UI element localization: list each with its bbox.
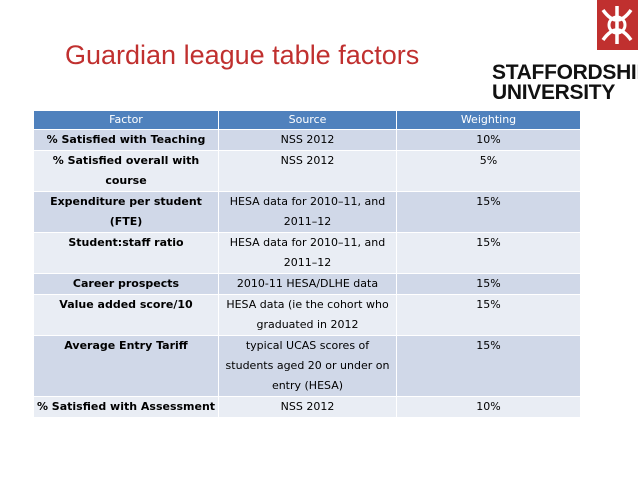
cell-text: Expenditure per student bbox=[50, 195, 202, 208]
cell-text: NSS 2012 bbox=[280, 133, 335, 146]
table-row: Student:staff ratio HESA data for 2010–11… bbox=[33, 232, 581, 274]
table-row: Value added score/10 HESA data (ie the co… bbox=[33, 294, 581, 336]
table-cell: 15% bbox=[396, 335, 581, 397]
table-cell: NSS 2012 bbox=[218, 396, 397, 418]
table-cell: NSS 2012 bbox=[218, 129, 397, 151]
table-cell: Career prospects bbox=[33, 273, 219, 295]
table-cell: 2010-11 HESA/DLHE data bbox=[218, 273, 397, 295]
cell-text: 15% bbox=[476, 298, 501, 311]
cell-text: % Satisfied overall with bbox=[52, 154, 200, 167]
cell-text: NSS 2012 bbox=[280, 400, 335, 413]
cell-text: 15% bbox=[476, 236, 501, 249]
table-cell: % Satisfied with Teaching bbox=[33, 129, 219, 151]
cell-text: Student:staff ratio bbox=[68, 236, 184, 249]
cell-text: course bbox=[105, 174, 147, 187]
logo-emblem bbox=[597, 0, 638, 50]
cell-text: Value added score/10 bbox=[59, 298, 193, 311]
table-cell: Student:staff ratio bbox=[33, 232, 219, 274]
emblem-knot bbox=[601, 6, 633, 44]
table-cell: 15% bbox=[396, 191, 581, 233]
emblem-ring bbox=[607, 15, 627, 35]
cell-text: graduated in 2012 bbox=[256, 318, 359, 331]
table-cell: Value added score/10 bbox=[33, 294, 219, 336]
cell-text: 10% bbox=[476, 133, 501, 146]
cell-text: 10% bbox=[476, 400, 501, 413]
table-row: % Satisfied overall with course NSS 2012 5% bbox=[33, 150, 581, 192]
cell-text: HESA data (ie the cohort who bbox=[226, 298, 389, 311]
cell-text: Average Entry Tariff bbox=[64, 339, 188, 352]
table-row: Average Entry Tariff typical UCAS scores … bbox=[33, 335, 581, 397]
table-cell: 10% bbox=[396, 396, 581, 418]
table-row: % Satisfied with Teaching NSS 2012 10% bbox=[33, 129, 581, 151]
table-body: % Satisfied with Teaching NSS 2012 10%% Sa… bbox=[33, 129, 581, 418]
cell-text: 2011–12 bbox=[283, 215, 332, 228]
cell-text: 5% bbox=[479, 154, 498, 167]
column-header: Weighting bbox=[396, 110, 581, 130]
cell-text: typical UCAS scores of bbox=[245, 339, 370, 352]
table-cell: % Satisfied with Assessment bbox=[33, 396, 219, 418]
cell-text: % Satisfied with Teaching bbox=[46, 133, 206, 146]
factors-table: Factor Source Weighting % Satisfied with T… bbox=[33, 110, 581, 418]
table-cell: 10% bbox=[396, 129, 581, 151]
cell-text: Career prospects bbox=[72, 277, 180, 290]
table-cell: Average Entry Tariff bbox=[33, 335, 219, 397]
header-row: Factor Source Weighting bbox=[33, 110, 581, 130]
table-row: Expenditure per student (FTE) HESA data fo… bbox=[33, 191, 581, 233]
cell-text: HESA data for 2010–11, and bbox=[229, 236, 386, 249]
table-row: Career prospects 2010-11 HESA/DLHE data 15… bbox=[33, 273, 581, 295]
cell-text: NSS 2012 bbox=[280, 154, 335, 167]
table-row: % Satisfied with Assessment NSS 2012 10% bbox=[33, 396, 581, 418]
column-header: Source bbox=[218, 110, 397, 130]
cell-text: 2010-11 HESA/DLHE data bbox=[236, 277, 379, 290]
cell-text: HESA data for 2010–11, and bbox=[229, 195, 386, 208]
table-cell: 15% bbox=[396, 273, 581, 295]
table-cell: NSS 2012 bbox=[218, 150, 397, 192]
cell-text: (FTE) bbox=[109, 215, 143, 228]
table-cell: 5% bbox=[396, 150, 581, 192]
cell-text: 15% bbox=[476, 339, 501, 352]
table-cell: typical UCAS scores of students aged 20 o… bbox=[218, 335, 397, 397]
logo-text: UNIVERSITY bbox=[492, 81, 616, 104]
cell-text: entry (HESA) bbox=[271, 379, 344, 392]
slide-title: Guardian league table factors bbox=[65, 40, 420, 70]
cell-text: 2011–12 bbox=[283, 256, 332, 269]
cell-text: 15% bbox=[476, 195, 501, 208]
column-header: Factor bbox=[33, 110, 219, 130]
cell-text: 15% bbox=[476, 277, 501, 290]
table-cell: HESA data (ie the cohort who graduated in… bbox=[218, 294, 397, 336]
table-cell: 15% bbox=[396, 232, 581, 274]
table-cell: 15% bbox=[396, 294, 581, 336]
cell-text: students aged 20 or under on bbox=[225, 359, 390, 372]
cell-text: % Satisfied with Assessment bbox=[36, 400, 216, 413]
logo-text: STAFFORDSHIRE bbox=[492, 61, 638, 84]
table-cell: HESA data for 2010–11, and 2011–12 bbox=[218, 191, 397, 233]
table-cell: % Satisfied overall with course bbox=[33, 150, 219, 192]
table-cell: HESA data for 2010–11, and 2011–12 bbox=[218, 232, 397, 274]
table-cell: Expenditure per student (FTE) bbox=[33, 191, 219, 233]
